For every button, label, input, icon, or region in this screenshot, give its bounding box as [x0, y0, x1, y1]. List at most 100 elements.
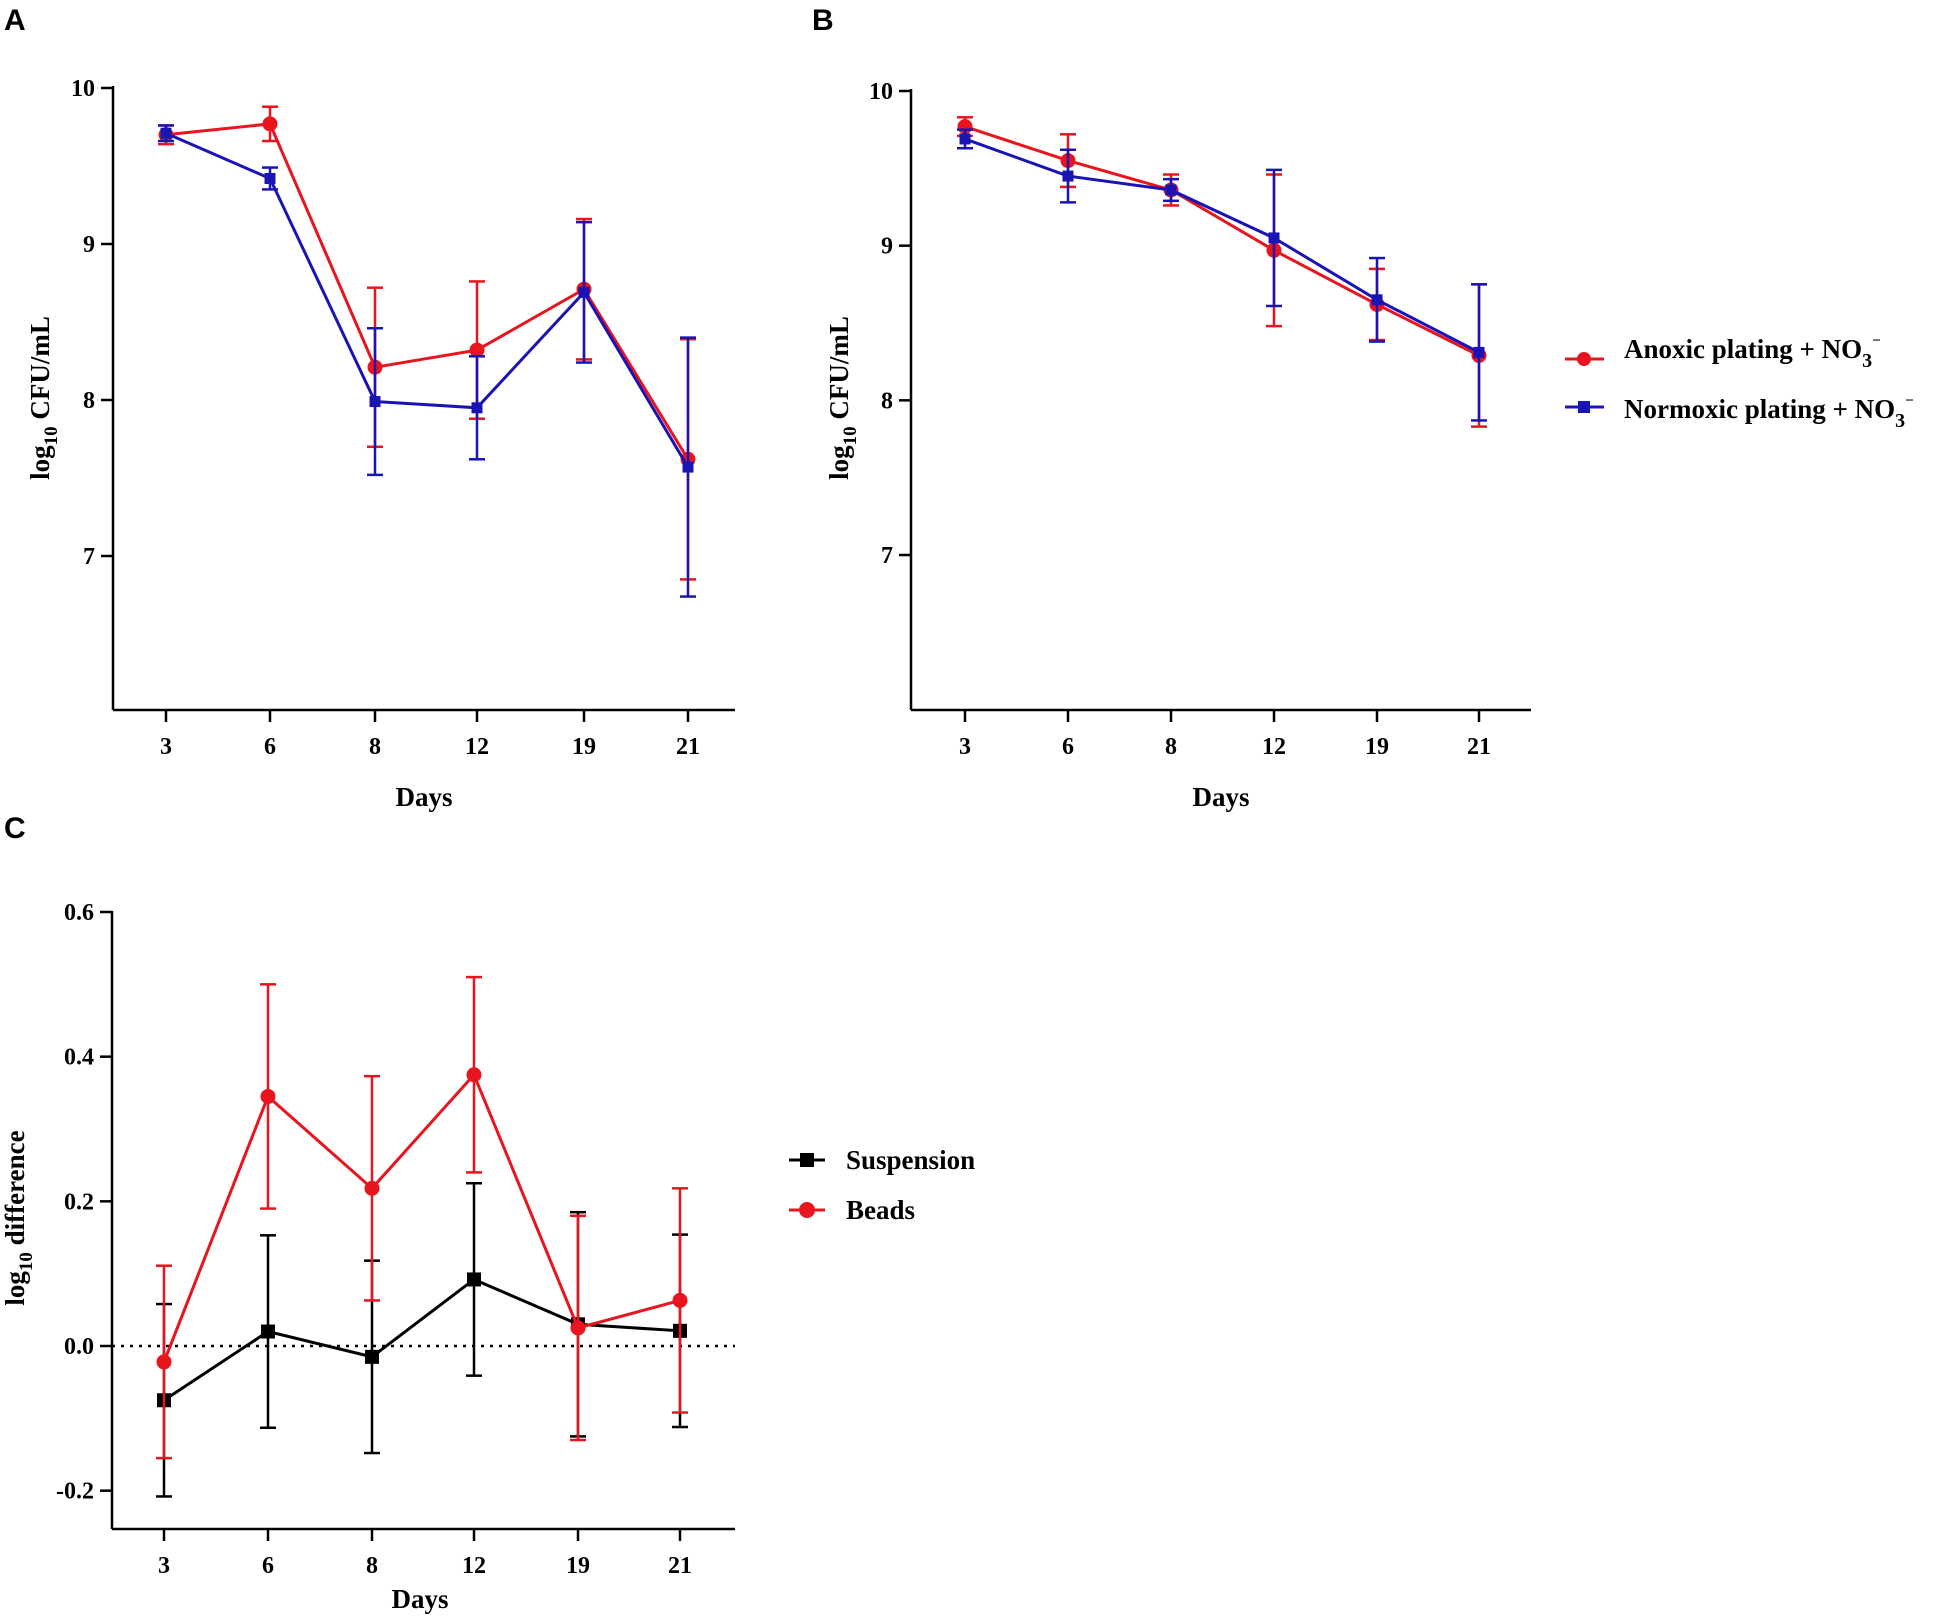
legend-anoxic-label: Anoxic plating + NO3−	[1624, 333, 1881, 372]
panel-c-y-label-rest: difference	[0, 1130, 30, 1252]
panel-a-data-point	[160, 127, 172, 139]
panel-c-data-point	[467, 1272, 481, 1287]
panel-c-x-tick-label: 21	[668, 1553, 692, 1579]
panel-c-data-point	[260, 1088, 276, 1104]
legend-beads-marker	[799, 1202, 815, 1218]
panel-c-data-point	[672, 1292, 688, 1308]
panel-c-x-tick-label: 3	[158, 1553, 170, 1579]
panel-b-y-tick-label: 9	[881, 234, 893, 260]
panel-b-series-line	[964, 137, 1480, 354]
panel-b-x-tick-label: 8	[1165, 734, 1177, 760]
legend-anoxic-marker	[1577, 352, 1591, 366]
panel-a-x-tick-label: 12	[465, 734, 489, 760]
panel-b-y-ticks: 7 8 9 10	[869, 79, 911, 569]
panel-a-data-point	[469, 342, 485, 358]
legend-beads-label: Beads	[846, 1195, 915, 1225]
panel-a-data-point	[471, 402, 483, 414]
panel-c-series-suspension	[156, 1182, 688, 1498]
panel-b-x-tick-label: 6	[1062, 734, 1074, 760]
panel-c-y-label: log10 difference	[0, 1130, 37, 1305]
panel-b-y-tick-label: 7	[881, 543, 893, 569]
panel-c-x-tick-label: 19	[566, 1553, 590, 1579]
panel-c-data-point	[570, 1320, 586, 1336]
panel-c-y-tick-label: 0.2	[64, 1189, 94, 1215]
panel-c-data-point	[466, 1067, 482, 1083]
panel-a-y-label-sub: 10	[41, 426, 62, 445]
panel-b-series-line	[964, 125, 1480, 357]
panel-c-x-tick-label: 12	[462, 1553, 486, 1579]
panel-label-c: C	[4, 812, 26, 845]
panel-a-y-tick-label: 7	[83, 544, 95, 570]
panel-a-x-tick-label: 3	[160, 734, 172, 760]
panel-c-series	[156, 975, 688, 1498]
legend-anoxic-sup: −	[1872, 333, 1881, 349]
panel-b-x-tick-label: 21	[1467, 734, 1491, 760]
panel-c-data-point	[364, 1180, 380, 1196]
panel-b-y-tick-label: 8	[881, 388, 893, 414]
panel-b-y-label-rest: CFU/mL	[824, 316, 854, 426]
panel-a-series-normoxic-plating-no3	[158, 124, 696, 598]
legend-suspension-label: Suspension	[846, 1145, 975, 1175]
panel-c-series-line	[163, 1277, 681, 1402]
panel-c-data-point	[156, 1354, 172, 1370]
panel-label-a: A	[4, 4, 26, 37]
panel-a-y-tick-label: 8	[83, 388, 95, 414]
panel-b-x-label: Days	[1192, 782, 1249, 812]
panel-a-x-ticks: 3 6 8 12 19 21	[160, 710, 700, 760]
panel-b-data-point	[1473, 346, 1485, 358]
panel-c-x-tick-label: 6	[262, 1553, 274, 1579]
panel-c-data-point	[261, 1324, 275, 1339]
legend-normoxic-marker	[1578, 401, 1590, 413]
panel-c-x-label: Days	[391, 1584, 448, 1614]
panel-a-y-label: log10 CFU/mL	[25, 316, 62, 480]
panel-a-x-tick-label: 8	[369, 734, 381, 760]
panel-b-series	[957, 116, 1487, 428]
panel-a-x-label: Days	[395, 782, 452, 812]
panel-a-data-point	[682, 461, 694, 473]
panel-a-x-tick-label: 19	[572, 734, 596, 760]
panel-c-y-tick-label: 0.6	[64, 900, 94, 926]
panel-b-y-label-base: log	[824, 445, 854, 480]
panel-c-data-point	[365, 1349, 379, 1364]
panel-a-y-label-base: log	[25, 445, 55, 480]
panel-b-x-ticks: 3 6 8 12 19 21	[959, 710, 1491, 760]
panel-b-data-point	[959, 133, 971, 145]
panel-c-y-tick-label: 0.4	[64, 1045, 94, 1071]
legend-ab: Anoxic plating + NO3− Normoxic plating +…	[1565, 333, 1914, 432]
legend-suspension-marker	[800, 1153, 814, 1167]
panel-b-x-tick-label: 12	[1262, 734, 1286, 760]
chart-panel-c: -0.2 0.0 0.2 0.4 0.6 3 6 8 12 19 21 Days log10 di…	[0, 900, 735, 1614]
panel-a-data-point	[262, 116, 278, 132]
panel-c-y-tick-label: -0.2	[56, 1479, 94, 1505]
panel-b-y-tick-label: 10	[869, 79, 893, 105]
panel-b-y-label-sub: 10	[840, 426, 861, 445]
panel-b-data-point	[1062, 170, 1074, 182]
panel-a-y-tick-label: 9	[83, 232, 95, 258]
panel-a-y-ticks: 7 8 9 10	[71, 76, 113, 570]
panel-a-series-line	[165, 131, 690, 468]
panel-c-y-ticks: -0.2 0.0 0.2 0.4 0.6	[56, 900, 112, 1505]
legend-normoxic-sup: −	[1905, 393, 1914, 409]
panel-c-y-label-sub: 10	[16, 1252, 37, 1271]
panel-b-series-normoxic-plating-no3	[957, 128, 1487, 422]
panel-b-x-tick-label: 3	[959, 734, 971, 760]
panel-c-y-label-base: log	[0, 1271, 30, 1306]
panel-a-y-label-rest: CFU/mL	[25, 316, 55, 426]
legend-anoxic-sub: 3	[1862, 350, 1872, 372]
panel-label-b: B	[812, 4, 834, 37]
panel-b-y-label: log10 CFU/mL	[824, 316, 861, 480]
panel-a-data-point	[264, 172, 276, 184]
panel-c-series-beads	[156, 975, 688, 1460]
panel-b-data-point	[1268, 232, 1280, 244]
panel-a-x-tick-label: 21	[676, 734, 700, 760]
panel-c-x-tick-label: 8	[366, 1553, 378, 1579]
panel-a-series-line	[165, 122, 690, 461]
panel-b-data-point	[1165, 184, 1177, 196]
panel-a-x-tick-label: 6	[264, 734, 276, 760]
panel-c-x-ticks: 3 6 8 12 19 21	[158, 1529, 692, 1579]
legend-normoxic-text: Normoxic plating + NO	[1624, 394, 1895, 424]
panel-b-x-tick-label: 19	[1365, 734, 1389, 760]
legend-normoxic-label: Normoxic plating + NO3−	[1624, 393, 1914, 432]
